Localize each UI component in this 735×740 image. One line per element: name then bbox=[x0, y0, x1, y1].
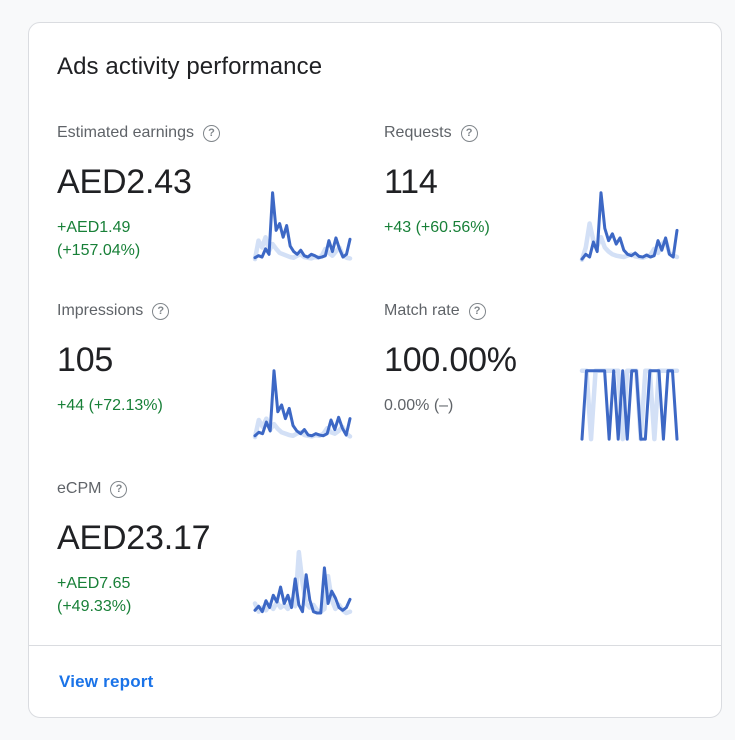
view-report-link[interactable]: View report bbox=[59, 671, 154, 691]
help-icon[interactable]: ? bbox=[460, 124, 478, 142]
metric-label: eCPM bbox=[57, 480, 102, 497]
metric-delta: 0.00% (–) bbox=[384, 397, 454, 415]
metric-delta: +43 (+60.56%) bbox=[384, 219, 490, 237]
ads-activity-performance-card: Ads activity performance Estimated earni… bbox=[28, 22, 722, 718]
metric-label: Impressions bbox=[57, 302, 144, 319]
metric-delta: +AED1.49 (+157.04%) bbox=[57, 219, 141, 259]
card-title: Ads activity performance bbox=[57, 53, 323, 80]
metric-match-rate: Match rate ? 100.00% 0.00% (–) bbox=[384, 301, 693, 445]
metric-value: 114 bbox=[384, 163, 438, 201]
help-icon[interactable]: ? bbox=[152, 302, 170, 320]
sparkline-chart-ecpm bbox=[255, 544, 350, 620]
metric-delta: +44 (+72.13%) bbox=[57, 397, 163, 415]
metric-delta: +AED7.65 (+49.33%) bbox=[57, 575, 132, 615]
metric-value: 105 bbox=[57, 341, 114, 379]
metric-impressions: Impressions ? 105 +44 (+72.13%) bbox=[57, 301, 366, 445]
card-footer: View report bbox=[29, 646, 721, 717]
metric-ecpm: eCPM ? AED23.17 +AED7.65 (+49.33%) bbox=[57, 479, 366, 623]
sparkline-chart-match-rate bbox=[582, 366, 677, 442]
metric-label: Requests bbox=[384, 124, 452, 141]
card-body: Ads activity performance Estimated earni… bbox=[29, 23, 721, 645]
metrics-grid: Estimated earnings ? AED2.43 +AED1.49 (+… bbox=[57, 123, 693, 623]
metric-estimated-earnings: Estimated earnings ? AED2.43 +AED1.49 (+… bbox=[57, 123, 366, 267]
metric-label: Match rate bbox=[384, 302, 460, 319]
sparkline-chart-requests bbox=[582, 188, 677, 264]
sparkline-chart-estimated-earnings bbox=[255, 188, 350, 264]
help-icon[interactable]: ? bbox=[110, 480, 128, 498]
metric-value: AED23.17 bbox=[57, 519, 211, 557]
footer-divider bbox=[29, 645, 721, 646]
help-icon[interactable]: ? bbox=[468, 302, 486, 320]
help-icon[interactable]: ? bbox=[202, 124, 220, 142]
metric-value: 100.00% bbox=[384, 341, 517, 379]
metric-label: Estimated earnings bbox=[57, 124, 194, 141]
metric-value: AED2.43 bbox=[57, 163, 192, 201]
sparkline-chart-impressions bbox=[255, 366, 350, 442]
metric-requests: Requests ? 114 +43 (+60.56%) bbox=[384, 123, 693, 267]
